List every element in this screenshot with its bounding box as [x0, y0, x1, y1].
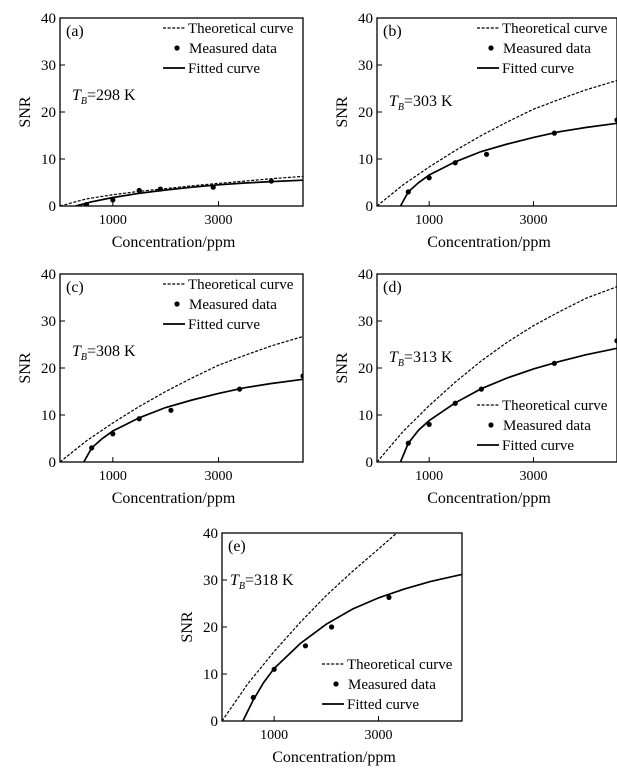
y-tick-label: 30: [41, 314, 56, 330]
data-point: [329, 624, 334, 629]
y-tick-label: 0: [49, 199, 57, 215]
legend-entry: Measured data: [189, 41, 277, 57]
panel-label: (b): [383, 23, 402, 40]
legend-entry: Fitted curve: [188, 61, 260, 77]
panel-label: (e): [228, 538, 246, 555]
y-axis-label: SNR: [179, 611, 196, 642]
y-tick-label: 20: [358, 361, 373, 377]
y-tick-label: 0: [366, 199, 374, 215]
legend-entry: Theoretical curve: [188, 21, 294, 37]
x-tick-label: 1000: [99, 213, 127, 228]
legend-entry: Measured data: [503, 418, 591, 434]
x-tick-label: 3000: [365, 728, 393, 743]
y-tick-label: 10: [41, 152, 56, 168]
y-tick-label: 20: [41, 105, 56, 121]
temperature-annotation: TB=318 K: [230, 572, 294, 592]
data-point: [484, 152, 489, 157]
legend-measured-swatch: [488, 45, 493, 50]
legend-measured-swatch: [488, 422, 493, 427]
y-tick-label: 30: [358, 58, 373, 74]
panel-label: (a): [66, 23, 84, 40]
y-tick-label: 30: [358, 314, 373, 330]
y-tick-label: 0: [366, 455, 374, 471]
y-axis-label: SNR: [334, 96, 351, 127]
y-tick-label: 10: [41, 408, 56, 424]
x-tick-label: 3000: [520, 213, 548, 228]
data-point: [168, 408, 173, 413]
y-tick-label: 30: [203, 573, 218, 589]
plot-area: [60, 176, 303, 207]
chart-panel-e: 0 10 20 30 40 1000 3000 Concentration/ppm SNR (e)…: [179, 526, 462, 766]
x-tick-label: 1000: [415, 469, 443, 484]
y-tick-label: 20: [203, 620, 218, 636]
temperature-annotation: TB=313 K: [389, 349, 453, 369]
legend-measured-swatch: [333, 681, 338, 686]
x-tick-label: 1000: [99, 469, 127, 484]
y-axis-label: SNR: [17, 96, 34, 127]
legend-measured-swatch: [174, 45, 179, 50]
x-axis-label: Concentration/ppm: [427, 490, 551, 507]
x-tick-label: 1000: [260, 728, 288, 743]
y-tick-label: 40: [358, 267, 373, 283]
x-tick-label: 3000: [520, 469, 548, 484]
data-point: [300, 373, 305, 378]
legend-entry: Fitted curve: [347, 697, 419, 713]
legend-entry: Measured data: [189, 297, 277, 313]
temperature-annotation: TB=308 K: [72, 343, 136, 363]
y-tick-label: 40: [41, 11, 56, 27]
y-tick-label: 10: [203, 667, 218, 683]
legend-entry: Theoretical curve: [502, 398, 608, 414]
legend-entry: Fitted curve: [502, 61, 574, 77]
y-tick-label: 20: [41, 361, 56, 377]
x-axis-label: Concentration/ppm: [272, 749, 396, 766]
legend-entry: Theoretical curve: [347, 657, 453, 673]
chart-panel-c: 0 10 20 30 40 1000 3000 Concentration/ppm SNR (c)…: [17, 267, 306, 507]
temperature-annotation: TB=303 K: [389, 93, 453, 113]
x-tick-label: 3000: [204, 469, 232, 484]
y-tick-label: 10: [358, 408, 373, 424]
x-tick-label: 3000: [204, 213, 232, 228]
y-tick-label: 0: [49, 455, 57, 471]
temperature-annotation: TB=298 K: [72, 87, 136, 107]
x-tick-label: 1000: [415, 213, 443, 228]
y-tick-label: 10: [358, 152, 373, 168]
x-axis-label: Concentration/ppm: [427, 234, 551, 251]
y-tick-label: 0: [211, 714, 219, 730]
x-axis-label: Concentration/ppm: [112, 234, 236, 251]
y-tick-label: 30: [41, 58, 56, 74]
legend-entry: Theoretical curve: [502, 21, 608, 37]
x-axis-label: Concentration/ppm: [112, 490, 236, 507]
chart-panel-b: 0 10 20 30 40 1000 3000 Concentration/ppm SNR (b)…: [334, 11, 617, 251]
legend-entry: Theoretical curve: [188, 277, 294, 293]
chart-panel-d: 0 10 20 30 40 1000 3000 Concentration/ppm SNR (d)…: [334, 267, 617, 507]
data-point: [303, 643, 308, 648]
plot-area: [377, 287, 617, 462]
legend-entry: Fitted curve: [188, 317, 260, 333]
y-axis-label: SNR: [17, 352, 34, 383]
panel-label: (c): [66, 279, 84, 296]
y-tick-label: 40: [203, 526, 218, 542]
legend-entry: Measured data: [503, 41, 591, 57]
y-tick-label: 20: [358, 105, 373, 121]
theoretical-curve-line: [377, 287, 617, 462]
panel-label: (d): [383, 279, 402, 296]
legend-entry: Fitted curve: [502, 438, 574, 454]
legend-entry: Measured data: [348, 677, 436, 693]
fitted-curve-line: [76, 180, 303, 206]
legend-measured-swatch: [174, 301, 179, 306]
chart-panel-a: 0 10 20 30 40 1000 3000 Concentration/ppm SNR (a)…: [17, 11, 303, 251]
y-axis-label: SNR: [334, 352, 351, 383]
y-tick-label: 40: [358, 11, 373, 27]
y-tick-label: 40: [41, 267, 56, 283]
